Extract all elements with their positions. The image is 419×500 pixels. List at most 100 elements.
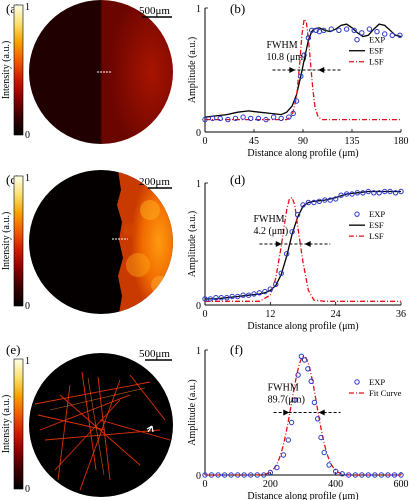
x-axis-label: Distance along profile (μm)	[247, 491, 358, 500]
exp-point	[221, 472, 228, 478]
exp-point	[202, 116, 208, 123]
chart-2: 0 12 24 36 1 0 Distance along profile (μm) Ampl…	[187, 179, 406, 332]
exp-point	[343, 191, 350, 197]
exp-point	[376, 190, 382, 196]
profile-chart: (f)	[230, 342, 243, 357]
exp-point	[398, 188, 404, 195]
scale-bar-label: 500μm	[139, 5, 170, 17]
exp-point	[292, 397, 298, 403]
x-tick-label: 180	[394, 136, 409, 147]
legend-label: Fit Curve	[369, 388, 402, 398]
colorbar: 1 0 Intensity (a.u.)	[1, 356, 30, 495]
lsf-line	[205, 17, 401, 121]
exp-point	[224, 295, 230, 301]
exp-point	[389, 32, 395, 38]
image-panel: (a) 500μm	[6, 0, 173, 144]
exp-point	[228, 472, 234, 478]
exp-point	[305, 35, 312, 41]
exp-point	[215, 472, 221, 478]
x-tick-label: 200	[263, 479, 278, 490]
exp-point	[280, 452, 287, 458]
x-tick-label: 36	[396, 309, 406, 320]
legend-label: LSF	[369, 57, 384, 67]
exp-point	[349, 191, 355, 197]
exp-point	[321, 27, 327, 33]
exp-point	[365, 472, 371, 478]
exp-point	[322, 197, 328, 203]
colorbar: 1 0 Intensity (a.u.)	[1, 173, 30, 312]
exp-point	[298, 353, 305, 359]
exp-point	[327, 197, 333, 203]
exp-point	[294, 212, 301, 218]
exp-point	[274, 464, 280, 471]
microscope-image	[29, 353, 173, 497]
panel-letter: (b)	[230, 1, 245, 16]
exp-point	[240, 292, 246, 298]
exp-point	[371, 190, 377, 196]
panel-row-1: (a) 500μm (b)	[6, 0, 245, 144]
fit-curve-line	[205, 355, 401, 476]
panel-row-3: (e)	[6, 342, 243, 497]
exp-point	[262, 288, 268, 295]
x-tick-label: 0	[203, 136, 208, 147]
profile-chart: (d)	[230, 172, 245, 187]
exp-point	[359, 30, 365, 36]
exp-point	[374, 28, 380, 35]
fwhm-title: FWHM	[268, 383, 299, 394]
exp-point	[392, 190, 399, 196]
exp-point	[225, 116, 231, 123]
exp-point	[308, 378, 314, 384]
colorbar-label: Intensity (a.u.)	[1, 41, 12, 100]
exp-point	[235, 293, 241, 300]
colorbar-scale	[13, 175, 24, 307]
y-axis-label: Amplitude (a.u.)	[187, 211, 198, 277]
y-tick-label: 0	[196, 128, 201, 139]
exp-point	[321, 449, 327, 456]
image-panel: (e)	[6, 342, 173, 497]
charts-layer: 0 45 90 135 180 1 0 Distance along profile (μm)…	[187, 4, 409, 500]
colorbar-label: Intensity (a.u.)	[1, 395, 12, 454]
exp-point	[365, 188, 371, 195]
chart-1: 0 45 90 135 180 1 0 Distance along profile (μm)…	[187, 4, 409, 159]
exp-point	[339, 471, 345, 477]
image-panel: (c) 200μm	[6, 170, 173, 314]
legend-label: EXP	[369, 209, 385, 219]
exp-point	[301, 357, 308, 363]
x-tick-label: 24	[331, 309, 341, 320]
exp-point	[208, 472, 215, 478]
colorbar-label: Intensity (a.u.)	[1, 212, 12, 271]
fwhm-arrow-left	[283, 409, 290, 416]
exp-point	[318, 434, 324, 441]
x-tick-label: 12	[265, 309, 275, 320]
exp-point	[202, 296, 208, 302]
exp-point	[354, 190, 361, 196]
y-tick-label: 1	[196, 346, 201, 357]
exp-point	[240, 114, 246, 120]
exp-point	[263, 116, 269, 123]
profile-chart: (b)	[230, 1, 245, 16]
exp-point	[229, 293, 235, 300]
exp-point	[315, 416, 321, 422]
x-tick-label: 135	[345, 136, 360, 147]
legend-label: ESF	[369, 220, 384, 230]
panel-row-2: (c) 200μm (d)	[6, 170, 245, 314]
legend-label: LSF	[369, 231, 384, 241]
exp-point	[359, 472, 365, 478]
exp-point	[372, 472, 378, 478]
y-tick-label: 0	[196, 471, 201, 482]
x-tick-label: 45	[249, 136, 259, 147]
exp-point	[248, 115, 254, 122]
exp-point	[305, 199, 312, 206]
exp-point	[398, 472, 404, 478]
colorbar-tick-bottom: 0	[25, 301, 30, 312]
panel-letter: (e)	[6, 342, 20, 357]
chart-3: 0 200 400 600 1 0 Distance along profile (μm) A…	[187, 346, 409, 500]
exp-point	[382, 31, 388, 37]
fwhm-value: 4.2 (μm)	[253, 226, 288, 237]
legend-swatch-exp	[354, 211, 360, 217]
colorbar-tick-top: 1	[25, 356, 30, 367]
exp-point	[248, 472, 254, 478]
exp-point	[286, 114, 292, 120]
exp-point	[209, 115, 216, 122]
exp-point	[202, 472, 208, 478]
